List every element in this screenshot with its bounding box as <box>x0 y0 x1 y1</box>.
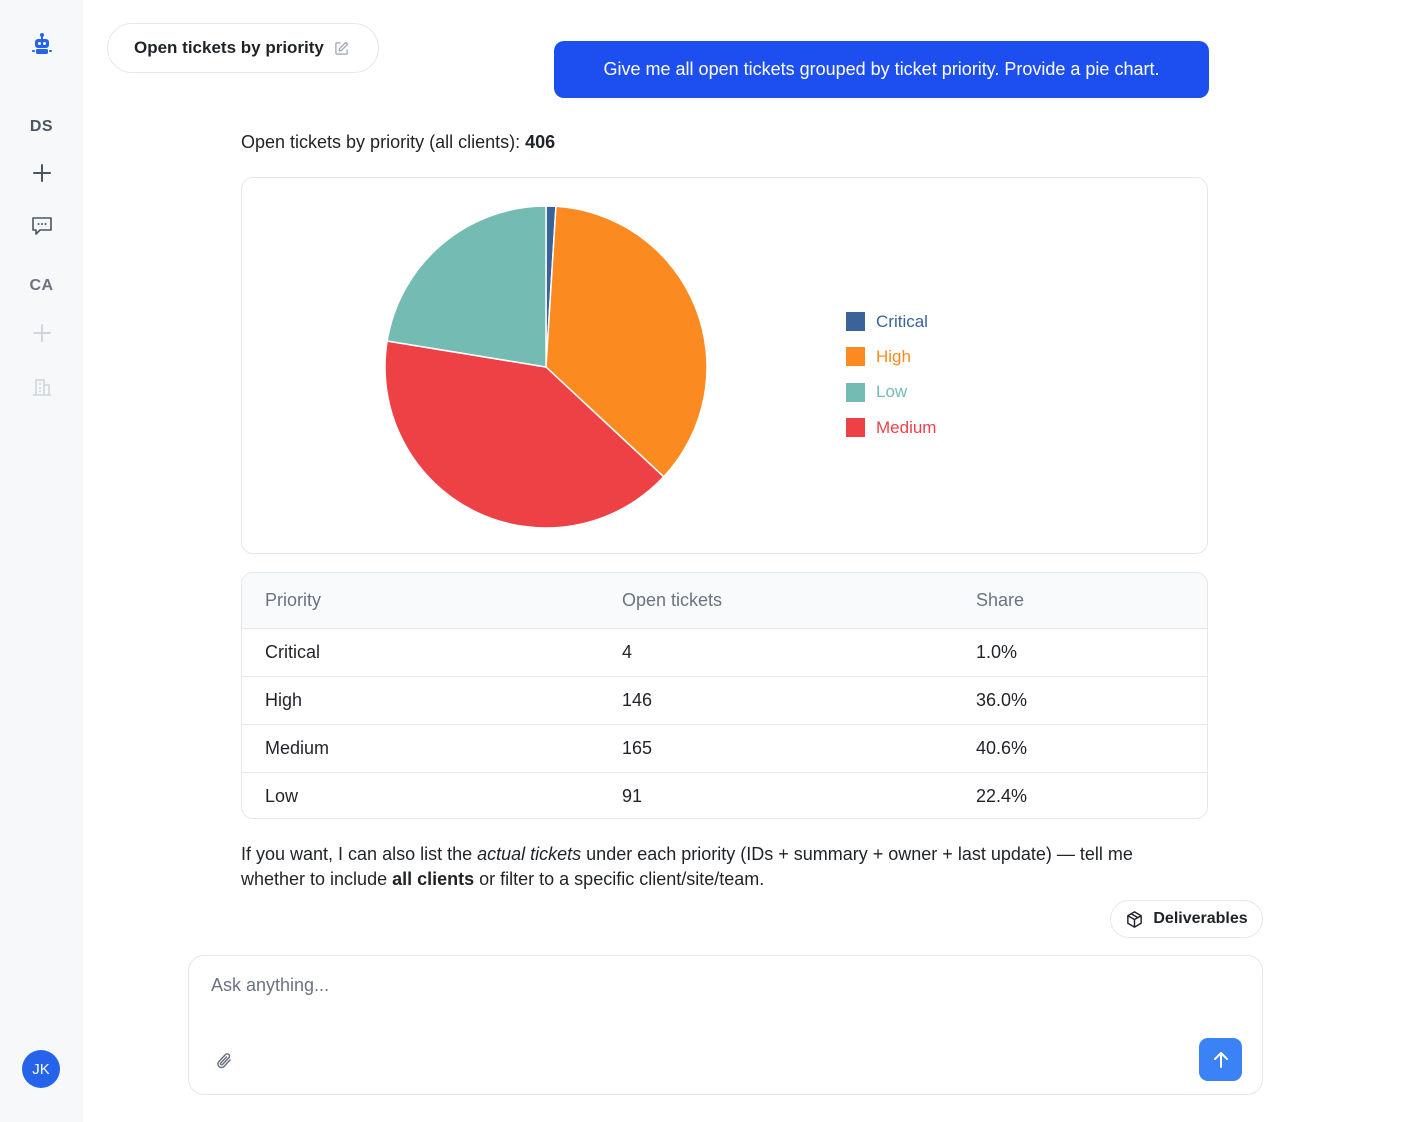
legend-item-critical[interactable]: Critical <box>846 304 936 339</box>
cell-priority: High <box>265 689 303 710</box>
deliverables-label: Deliverables <box>1153 910 1248 927</box>
chart-legend: Critical High Low Medium <box>846 304 936 445</box>
assistant-followup: If you want, I can also list the actual … <box>241 842 1161 892</box>
cell-share: 1.0% <box>976 641 1018 662</box>
legend-swatch <box>846 312 865 332</box>
add-icon[interactable] <box>0 320 83 346</box>
building-icon[interactable] <box>0 372 83 400</box>
attach-icon[interactable] <box>215 1051 233 1076</box>
cell-priority: Critical <box>265 641 321 662</box>
cell-count: 165 <box>622 737 653 758</box>
cell-share: 36.0% <box>976 689 1028 710</box>
table-row: Critical 4 1.0% <box>242 628 1207 676</box>
header-share: Share <box>976 589 1025 610</box>
ask-input[interactable] <box>211 970 1111 1000</box>
send-button[interactable] <box>1199 1038 1242 1081</box>
table-row: High 146 36.0% <box>242 676 1207 724</box>
priority-table: Priority Open tickets Share Critical 4 1… <box>241 572 1208 819</box>
cell-count: 146 <box>622 689 653 710</box>
legend-swatch <box>846 382 865 402</box>
pie-chart <box>384 205 708 529</box>
cell-count: 4 <box>622 641 633 662</box>
package-icon <box>1127 910 1143 928</box>
legend-label: High <box>876 346 911 366</box>
legend-label: Low <box>876 382 908 402</box>
legend-item-high[interactable]: High <box>846 339 936 374</box>
cell-share: 40.6% <box>976 737 1028 758</box>
summary-line: Open tickets by priority (all clients): … <box>241 132 555 153</box>
chart-card: Critical High Low Medium <box>241 177 1208 554</box>
followup-emphasis: actual tickets <box>477 844 582 864</box>
legend-label: Critical <box>876 311 928 331</box>
conversation-title-text: Open tickets by priority <box>134 38 324 57</box>
summary-prefix: Open tickets by priority (all clients): <box>241 132 526 152</box>
edit-icon[interactable] <box>334 41 349 56</box>
legend-label: Medium <box>876 417 937 437</box>
composer <box>188 955 1263 1095</box>
cell-priority: Medium <box>265 737 330 758</box>
sidebar: DS CA JK <box>0 0 83 1122</box>
table-header-row: Priority Open tickets Share <box>242 573 1207 628</box>
legend-item-low[interactable]: Low <box>846 375 936 410</box>
legend-swatch <box>846 347 865 367</box>
pie-slice-high[interactable] <box>545 205 708 478</box>
conversation-title[interactable]: Open tickets by priority <box>107 23 379 73</box>
workspace-label-ca[interactable]: CA <box>29 277 54 294</box>
robot-logo-icon[interactable] <box>0 30 83 60</box>
header-open-tickets: Open tickets <box>622 589 723 610</box>
legend-item-medium[interactable]: Medium <box>846 410 936 445</box>
arrow-up-icon <box>1213 1051 1228 1068</box>
pie-slice-low[interactable] <box>386 205 547 368</box>
followup-text-3: or filter to a specific client/site/team… <box>474 869 765 889</box>
chat-history-icon[interactable] <box>0 212 83 240</box>
legend-swatch <box>846 418 865 438</box>
table-row: Low 91 22.4% <box>242 772 1207 818</box>
new-chat-icon[interactable] <box>0 160 83 186</box>
cell-share: 22.4% <box>976 785 1028 806</box>
workspace-label-ds[interactable]: DS <box>29 118 54 135</box>
cell-priority: Low <box>265 785 299 806</box>
user-message: Give me all open tickets grouped by tick… <box>554 41 1209 98</box>
header-priority: Priority <box>265 589 322 610</box>
deliverables-button[interactable]: Deliverables <box>1110 900 1263 938</box>
cell-count: 91 <box>622 785 643 806</box>
table-row: Medium 165 40.6% <box>242 724 1207 772</box>
summary-total: 406 <box>525 132 556 152</box>
user-avatar[interactable]: JK <box>22 1050 60 1088</box>
pie-slice-medium[interactable] <box>384 340 665 529</box>
followup-text-1: If you want, I can also list the <box>241 844 478 864</box>
followup-bold: all clients <box>392 869 475 889</box>
followup-text-2: under each priority (IDs + summary + own… <box>241 844 1133 889</box>
